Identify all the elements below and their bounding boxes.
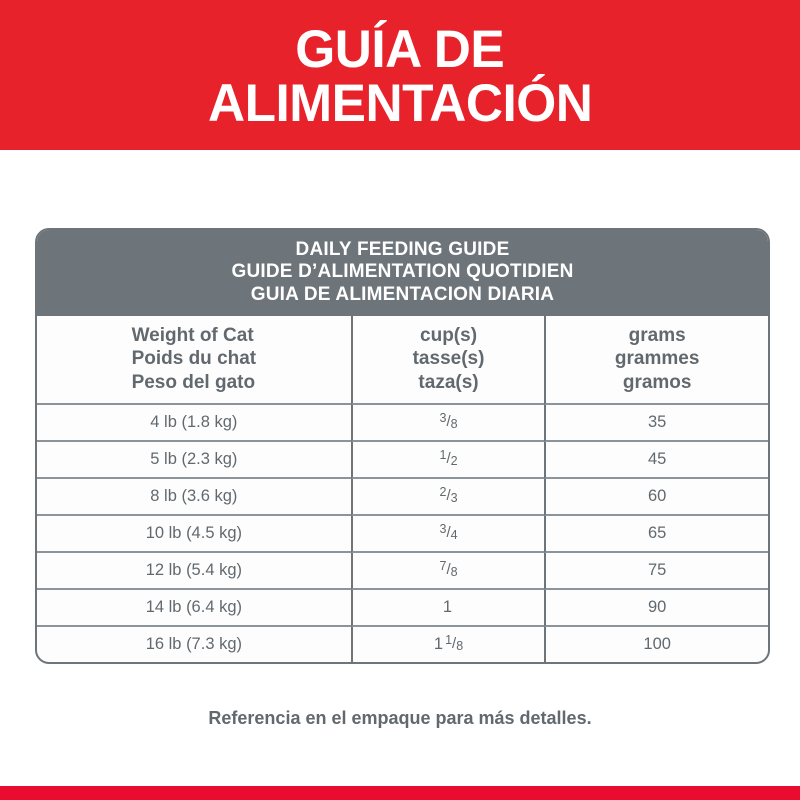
column-header-grams: grams grammes gramos <box>544 316 768 405</box>
column-header-cups-fr: tasse(s) <box>412 348 485 370</box>
column-header-cups-en: cup(s) <box>420 325 478 347</box>
table-row: 14 lb (6.4 kg) 1/ 90 <box>37 589 768 627</box>
table-row: 8 lb (3.6 kg) 2/3 60 <box>37 478 768 516</box>
cell-grams: 35 <box>544 404 768 442</box>
feeding-guide-table-container: DAILY FEEDING GUIDE GUIDE D’ALIMENTATION… <box>35 228 770 664</box>
cell-grams: 90 <box>544 589 768 627</box>
cell-cups: 2/3 <box>350 478 545 516</box>
cups-whole: 1 <box>433 634 444 653</box>
cell-grams: 100 <box>544 626 768 662</box>
cell-cups: 7/8 <box>350 552 545 590</box>
cell-weight: 12 lb (5.4 kg) <box>37 553 351 590</box>
footer-note: Referencia en el empaque para más detall… <box>208 708 592 728</box>
cups-fraction: 2/3 <box>439 485 458 505</box>
cell-weight: 8 lb (3.6 kg) <box>37 479 351 516</box>
fraction-slash: / <box>446 486 451 504</box>
fraction-slash: / <box>452 634 457 652</box>
cell-grams: 75 <box>544 552 768 590</box>
table-column-header-row: Weight of Cat Poids du chat Peso del gat… <box>37 316 768 405</box>
cell-cups: 3/4 <box>350 515 545 553</box>
cell-cups: 1/ <box>350 589 545 627</box>
cups-fraction: 7/8 <box>439 559 458 579</box>
table-row: 5 lb (2.3 kg) 1/2 45 <box>37 441 768 479</box>
column-header-weight-fr: Poids du chat <box>131 348 257 370</box>
column-header-weight-en: Weight of Cat <box>131 325 254 347</box>
column-header-weight: Weight of Cat Poids du chat Peso del gat… <box>37 316 351 405</box>
table-row: 16 lb (7.3 kg) 1 1/8 100 <box>37 626 768 662</box>
cell-grams: 45 <box>544 441 768 479</box>
fraction-slash: / <box>446 523 451 541</box>
table-title-line-fr: GUIDE D’ALIMENTATION QUOTIDIEN <box>231 261 574 283</box>
column-header-grams-fr: grammes <box>614 348 700 370</box>
cell-cups: 1/2 <box>350 441 545 479</box>
cell-weight: 14 lb (6.4 kg) <box>37 590 351 627</box>
table-row: 12 lb (5.4 kg) 7/8 75 <box>37 552 768 590</box>
table-title-row: DAILY FEEDING GUIDE GUIDE D’ALIMENTATION… <box>37 230 768 317</box>
cell-grams: 60 <box>544 478 768 516</box>
fraction-slash: / <box>446 449 451 467</box>
cell-weight: 4 lb (1.8 kg) <box>37 405 351 442</box>
cell-weight: 16 lb (7.3 kg) <box>145 634 243 653</box>
feeding-guide-table: DAILY FEEDING GUIDE GUIDE D’ALIMENTATION… <box>35 228 770 664</box>
table-title-cell: DAILY FEEDING GUIDE GUIDE D’ALIMENTATION… <box>37 230 768 317</box>
cups-fraction: 1/8 <box>445 633 464 653</box>
cups-fraction: 3/4 <box>439 522 458 542</box>
table-title-line-es: GUIA DE ALIMENTACION DIARIA <box>250 283 555 305</box>
cell-grams: 65 <box>544 515 768 553</box>
cups-whole: 1 <box>442 597 453 616</box>
table-title-line-en: DAILY FEEDING GUIDE <box>295 239 510 260</box>
page-title-banner: GUÍA DE ALIMENTACIÓN <box>0 0 800 150</box>
cell-weight: 10 lb (4.5 kg) <box>37 516 351 553</box>
bottom-accent-strip <box>0 786 800 800</box>
table-row: 4 lb (1.8 kg) 3/8 35 <box>37 404 768 442</box>
column-header-weight-es: Peso del gato <box>131 371 256 393</box>
column-header-cups: cup(s) tasse(s) taza(s) <box>350 316 545 405</box>
cups-fraction: 3/8 <box>439 411 458 431</box>
page-title-line-1: GUÍA DE <box>295 20 505 80</box>
cell-cups: 3/8 <box>350 404 545 442</box>
cell-cups: 1 1/8 <box>350 626 545 662</box>
page-title-line-2: ALIMENTACIÓN <box>207 74 593 133</box>
fraction-slash: / <box>446 560 451 578</box>
column-header-grams-en: grams <box>628 325 686 347</box>
cell-weight: 5 lb (2.3 kg) <box>37 442 351 479</box>
table-row: 10 lb (4.5 kg) 3/4 65 <box>37 515 768 553</box>
column-header-cups-es: taza(s) <box>418 371 479 393</box>
column-header-grams-es: gramos <box>622 371 692 393</box>
fraction-slash: / <box>446 412 451 430</box>
cups-fraction: 1/2 <box>439 448 458 468</box>
